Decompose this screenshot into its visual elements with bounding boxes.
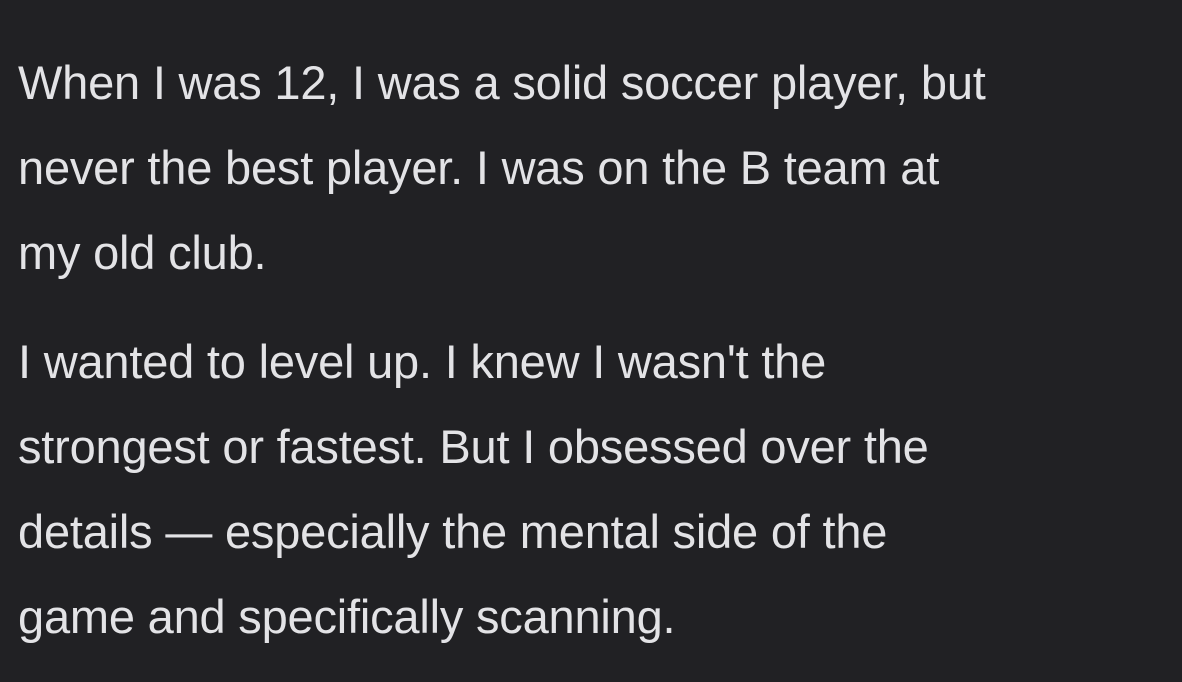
paragraph-2: I wanted to level up. I knew I wasn't th… <box>18 335 929 643</box>
paragraph-1: When I was 12, I was a solid soccer play… <box>18 56 986 279</box>
